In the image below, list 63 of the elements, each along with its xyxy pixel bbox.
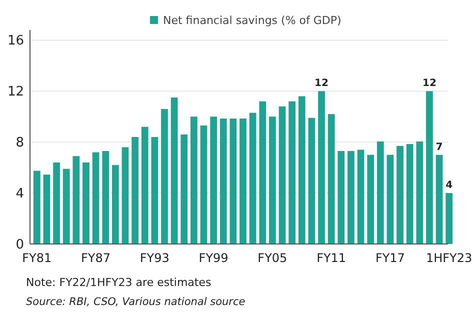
bar — [200, 126, 208, 244]
bar — [72, 156, 80, 244]
x-tick-label: FY81 — [22, 251, 52, 265]
x-tick-label: FY99 — [198, 251, 228, 265]
bar — [348, 151, 354, 244]
bar — [33, 170, 40, 244]
bar — [240, 118, 246, 244]
data-label: 12 — [314, 78, 329, 90]
bar — [170, 98, 178, 244]
bar — [278, 106, 286, 244]
bar — [396, 146, 404, 244]
bar — [122, 147, 129, 244]
source-note: Source: RBI, CSO, Various national source — [26, 296, 246, 308]
data-label: 7 — [436, 142, 443, 153]
bar — [386, 154, 394, 244]
bar — [220, 118, 227, 244]
bar — [338, 151, 345, 244]
text: Note: FY22/1HFY23 are estimates — [26, 276, 212, 289]
bar — [112, 165, 119, 244]
data-label: 12 — [422, 78, 436, 90]
bar — [249, 112, 256, 244]
bar — [406, 144, 414, 244]
data-label: 4 — [446, 180, 453, 192]
bar — [288, 101, 296, 244]
x-tick-label: FY17 — [375, 251, 405, 265]
y-tick-label: 12 — [7, 84, 24, 100]
bar — [141, 126, 148, 244]
y-tick-label: 4 — [16, 186, 24, 202]
x-tick-label: 1HFY23 — [426, 251, 472, 265]
bar — [269, 116, 276, 244]
bar — [318, 91, 325, 244]
y-tick-label: 0 — [16, 238, 24, 253]
x-tick-label: FY87 — [81, 251, 111, 265]
bar — [328, 114, 335, 244]
bar — [298, 96, 306, 244]
bar — [151, 137, 158, 244]
bar — [308, 118, 316, 244]
bar — [190, 116, 198, 244]
bar — [446, 193, 453, 244]
y-tick-label: 8 — [16, 136, 24, 151]
bar — [426, 91, 433, 244]
bar — [259, 101, 266, 244]
bar — [376, 141, 384, 244]
bar — [92, 152, 100, 244]
bar — [53, 162, 60, 244]
x-tick-label: FY11 — [316, 251, 346, 265]
bar — [102, 151, 110, 244]
bar — [436, 154, 443, 244]
bar — [416, 141, 424, 244]
bar — [161, 108, 168, 244]
x-tick-label: FY93 — [140, 251, 170, 265]
bar — [367, 154, 374, 244]
bar — [132, 137, 138, 244]
bar — [62, 168, 70, 244]
y-tick-label: 16 — [7, 34, 24, 49]
bar — [357, 150, 364, 244]
bar — [230, 118, 237, 244]
legend-label: Net financial savings (% of GDP) — [163, 14, 342, 27]
bar — [43, 174, 50, 244]
bar — [82, 162, 90, 244]
x-tick-label: FY05 — [258, 251, 288, 265]
bar — [210, 116, 217, 244]
bar — [180, 134, 188, 244]
